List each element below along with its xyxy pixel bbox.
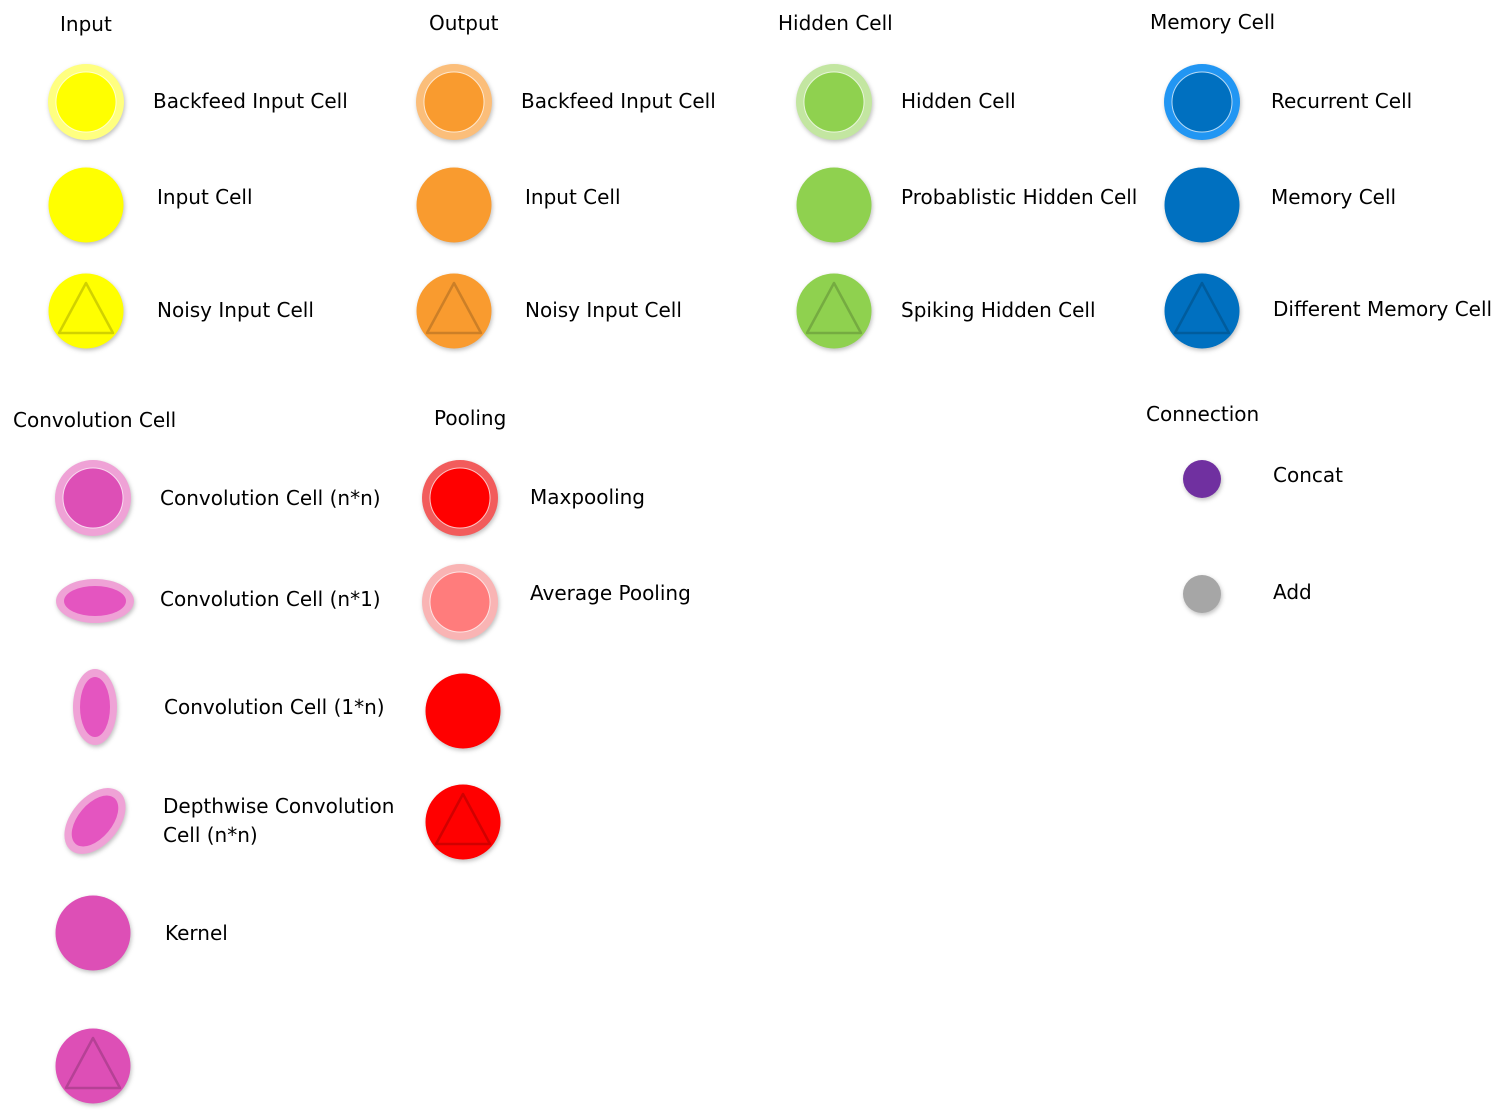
output-backfeed-cell-icon — [416, 64, 492, 140]
output-cell-icon — [416, 167, 492, 243]
add-label: Add — [1273, 580, 1312, 604]
average-pooling-label: Average Pooling — [530, 581, 691, 605]
kernel-label: Kernel — [165, 921, 228, 945]
input-backfeed-label: Backfeed Input Cell — [153, 89, 348, 113]
section-title-output: Output — [429, 11, 499, 35]
average-pooling-cell-icon — [422, 564, 498, 640]
add-dot-icon — [1183, 575, 1221, 613]
section-title-convolution: Convolution Cell — [13, 408, 177, 432]
section-title-hidden: Hidden Cell — [778, 11, 893, 35]
section-title-input: Input — [60, 12, 112, 36]
convolution-nx1-label: Convolution Cell (n*1) — [160, 587, 381, 611]
noisy-input-cell-icon — [48, 273, 124, 349]
memory-cell-icon — [1164, 167, 1240, 243]
depthwise-convolution-cell-icon — [64, 788, 126, 854]
pooling-plain-cell-icon — [425, 673, 501, 749]
output-noisy-label: Noisy Input Cell — [525, 298, 682, 322]
input-cell-label: Input Cell — [157, 185, 253, 209]
hidden-cell-icon — [796, 64, 872, 140]
recurrent-cell-icon — [1164, 64, 1240, 140]
convolution-nxn-cell-icon — [55, 460, 131, 536]
section-title-connection: Connection — [1146, 402, 1260, 426]
convolution-triangle-cell-icon — [55, 1028, 131, 1104]
output-backfeed-label: Backfeed Input Cell — [521, 89, 716, 113]
spiking-hidden-label: Spiking Hidden Cell — [901, 298, 1096, 322]
probablistic-hidden-cell-icon — [796, 167, 872, 243]
different-memory-cell-icon — [1164, 273, 1240, 349]
kernel-cell-icon — [55, 895, 131, 971]
maxpooling-label: Maxpooling — [530, 485, 645, 509]
convolution-nx1-cell-icon — [56, 579, 134, 623]
output-noisy-cell-icon — [416, 273, 492, 349]
convolution-1xn-label: Convolution Cell (1*n) — [164, 695, 385, 719]
concat-label: Concat — [1273, 463, 1343, 487]
convolution-1xn-cell-icon — [73, 669, 117, 745]
section-title-memory: Memory Cell — [1150, 10, 1276, 34]
memory-cell-label: Memory Cell — [1271, 185, 1397, 209]
different-memory-label: Different Memory Cell — [1273, 297, 1493, 321]
depthwise-convolution-label-line2: Cell (n*n) — [163, 823, 258, 847]
backfeed-input-cell-icon — [48, 64, 124, 140]
spiking-hidden-cell-icon — [796, 273, 872, 349]
input-noisy-label: Noisy Input Cell — [157, 298, 314, 322]
probablistic-hidden-label: Probablistic Hidden Cell — [901, 185, 1138, 209]
convolution-nxn-label: Convolution Cell (n*n) — [160, 486, 381, 510]
maxpooling-cell-icon — [422, 460, 498, 536]
recurrent-cell-label: Recurrent Cell — [1271, 89, 1413, 113]
section-title-pooling: Pooling — [434, 406, 507, 430]
input-cell-icon — [48, 167, 124, 243]
depthwise-convolution-label: Depthwise Convolution — [163, 794, 395, 818]
hidden-cell-label: Hidden Cell — [901, 89, 1016, 113]
pooling-triangle-cell-icon — [425, 784, 501, 860]
output-cell-label: Input Cell — [525, 185, 621, 209]
concat-dot-icon — [1183, 460, 1221, 498]
